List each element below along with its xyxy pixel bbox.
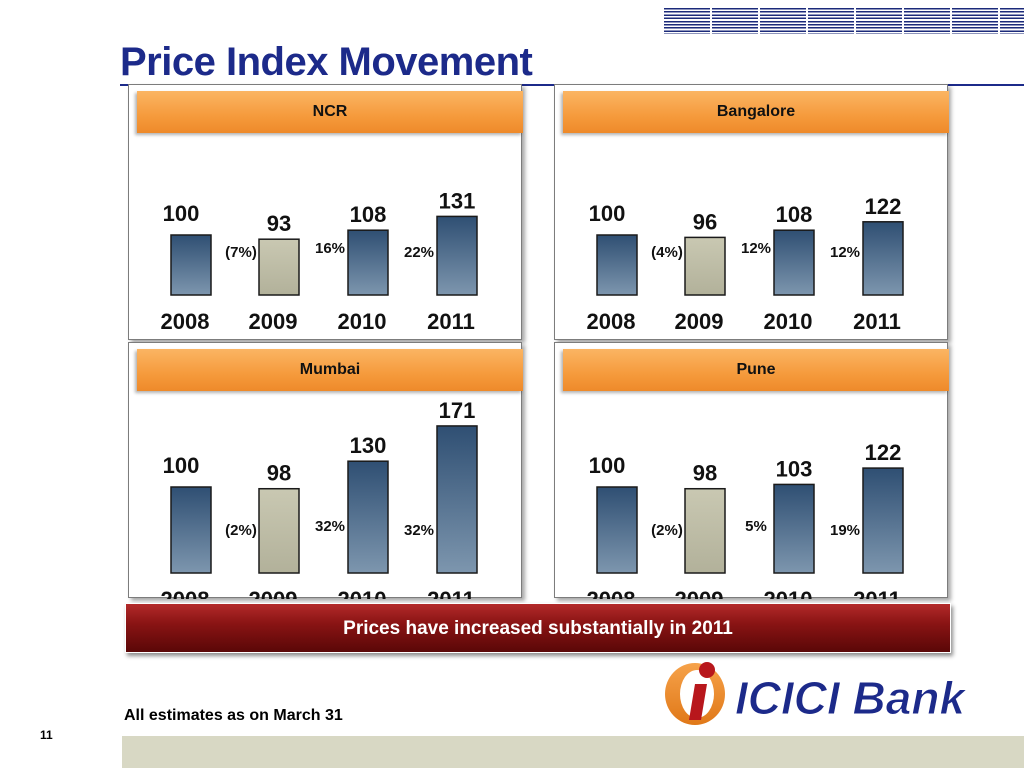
logo-text: ICICI Bank (735, 672, 967, 724)
category-label-2008: 2008 (161, 587, 210, 599)
bar-2010 (347, 460, 389, 574)
icici-bank-logo: ICICI Bank (665, 662, 968, 725)
bar-chart-mumbai: 100 2008 98 2009 130 2010 171 2011 (2%) 32% 32% (161, 398, 478, 599)
bar-2010 (347, 229, 389, 296)
chart-panel-pune: Pune 100 2008 98 2009 103 2010 122 2011 (2%) 5% 19… (554, 342, 949, 599)
category-label-2010: 2010 (338, 587, 387, 599)
bar-2009 (684, 236, 726, 296)
category-label-2008: 2008 (587, 587, 636, 599)
conclusion-banner: Prices have increased substantially in 2… (125, 603, 951, 653)
value-label-2009: 98 (267, 461, 291, 486)
bar-2009 (258, 487, 300, 574)
panel-header: Mumbai (137, 349, 523, 391)
value-label-2008: 100 (589, 201, 626, 226)
change-label-3: 22% (404, 244, 434, 261)
category-label-2010: 2010 (764, 309, 813, 334)
chart-panel-bangalore: Bangalore 100 2008 96 2009 108 2010 122 2011 (4%… (554, 84, 949, 340)
value-label-2008: 100 (589, 453, 626, 478)
change-label-3: 32% (404, 522, 434, 539)
value-label-2011: 122 (865, 440, 902, 465)
change-label-2: 5% (745, 518, 767, 535)
category-label-2011: 2011 (427, 309, 475, 334)
category-label-2008: 2008 (587, 309, 636, 334)
value-label-2010: 130 (350, 433, 387, 458)
panel-header: NCR (137, 91, 523, 133)
category-label-2008: 2008 (161, 309, 210, 334)
bar-2008 (596, 234, 638, 296)
category-label-2010: 2010 (764, 587, 813, 599)
bar-2009 (258, 238, 300, 296)
category-label-2009: 2009 (249, 309, 298, 334)
bar-chart-ncr: 100 2008 93 2009 108 2010 131 2011 (7%) 16% 22% (161, 188, 478, 334)
bar-2011 (436, 425, 478, 574)
value-label-2010: 108 (776, 202, 813, 227)
bar-2009 (684, 487, 726, 574)
category-label-2010: 2010 (338, 309, 387, 334)
value-label-2009: 96 (693, 209, 717, 234)
chart-panel-ncr: NCR 100 2008 93 2009 108 2010 131 2011 (7%) 16% 22… (128, 84, 523, 340)
logo-emblem-i-icon (689, 684, 707, 720)
category-label-2011: 2011 (427, 587, 475, 599)
page-number: 11 (40, 728, 53, 742)
change-label-3: 12% (830, 244, 860, 261)
change-label-1: (7%) (225, 244, 257, 261)
change-label-1: (2%) (651, 522, 683, 539)
bar-2011 (436, 215, 478, 296)
bar-2010 (773, 229, 815, 296)
value-label-2011: 122 (865, 194, 902, 219)
chart-panel-mumbai: Mumbai 100 2008 98 2009 130 2010 171 2011 (2%) 32… (128, 342, 523, 599)
category-label-2009: 2009 (249, 587, 298, 599)
footer-band (122, 736, 1024, 768)
logo-emblem-dot-icon (699, 662, 715, 678)
category-label-2009: 2009 (675, 587, 724, 599)
change-label-2: 12% (741, 240, 771, 257)
change-label-2: 16% (315, 240, 345, 257)
category-label-2011: 2011 (853, 587, 901, 599)
value-label-2011: 131 (439, 188, 476, 213)
value-label-2008: 100 (163, 453, 200, 478)
change-label-2: 32% (315, 518, 345, 535)
bar-2008 (170, 486, 212, 574)
bar-2008 (596, 486, 638, 574)
value-label-2008: 100 (163, 201, 200, 226)
panel-header: Pune (563, 349, 949, 391)
bar-2010 (773, 483, 815, 574)
bar-2011 (862, 221, 904, 296)
value-label-2010: 103 (776, 456, 813, 481)
bar-2011 (862, 467, 904, 574)
value-label-2009: 93 (267, 211, 291, 236)
slide-title: Price Index Movement (120, 40, 533, 84)
value-label-2010: 108 (350, 202, 387, 227)
footnote: All estimates as on March 31 (124, 707, 343, 724)
bar-2008 (170, 234, 212, 296)
value-label-2009: 98 (693, 461, 717, 486)
bar-chart-bangalore: 100 2008 96 2009 108 2010 122 2011 (4%) 12% 12% (587, 194, 904, 334)
change-label-3: 19% (830, 522, 860, 539)
change-label-1: (4%) (651, 244, 683, 261)
value-label-2011: 171 (439, 398, 476, 423)
bar-chart-pune: 100 2008 98 2009 103 2010 122 2011 (2%) 5% 19% (587, 440, 904, 599)
header-stripes-mask (664, 8, 1024, 34)
panel-header: Bangalore (563, 91, 949, 133)
category-label-2009: 2009 (675, 309, 724, 334)
change-label-1: (2%) (225, 522, 257, 539)
category-label-2011: 2011 (853, 309, 901, 334)
